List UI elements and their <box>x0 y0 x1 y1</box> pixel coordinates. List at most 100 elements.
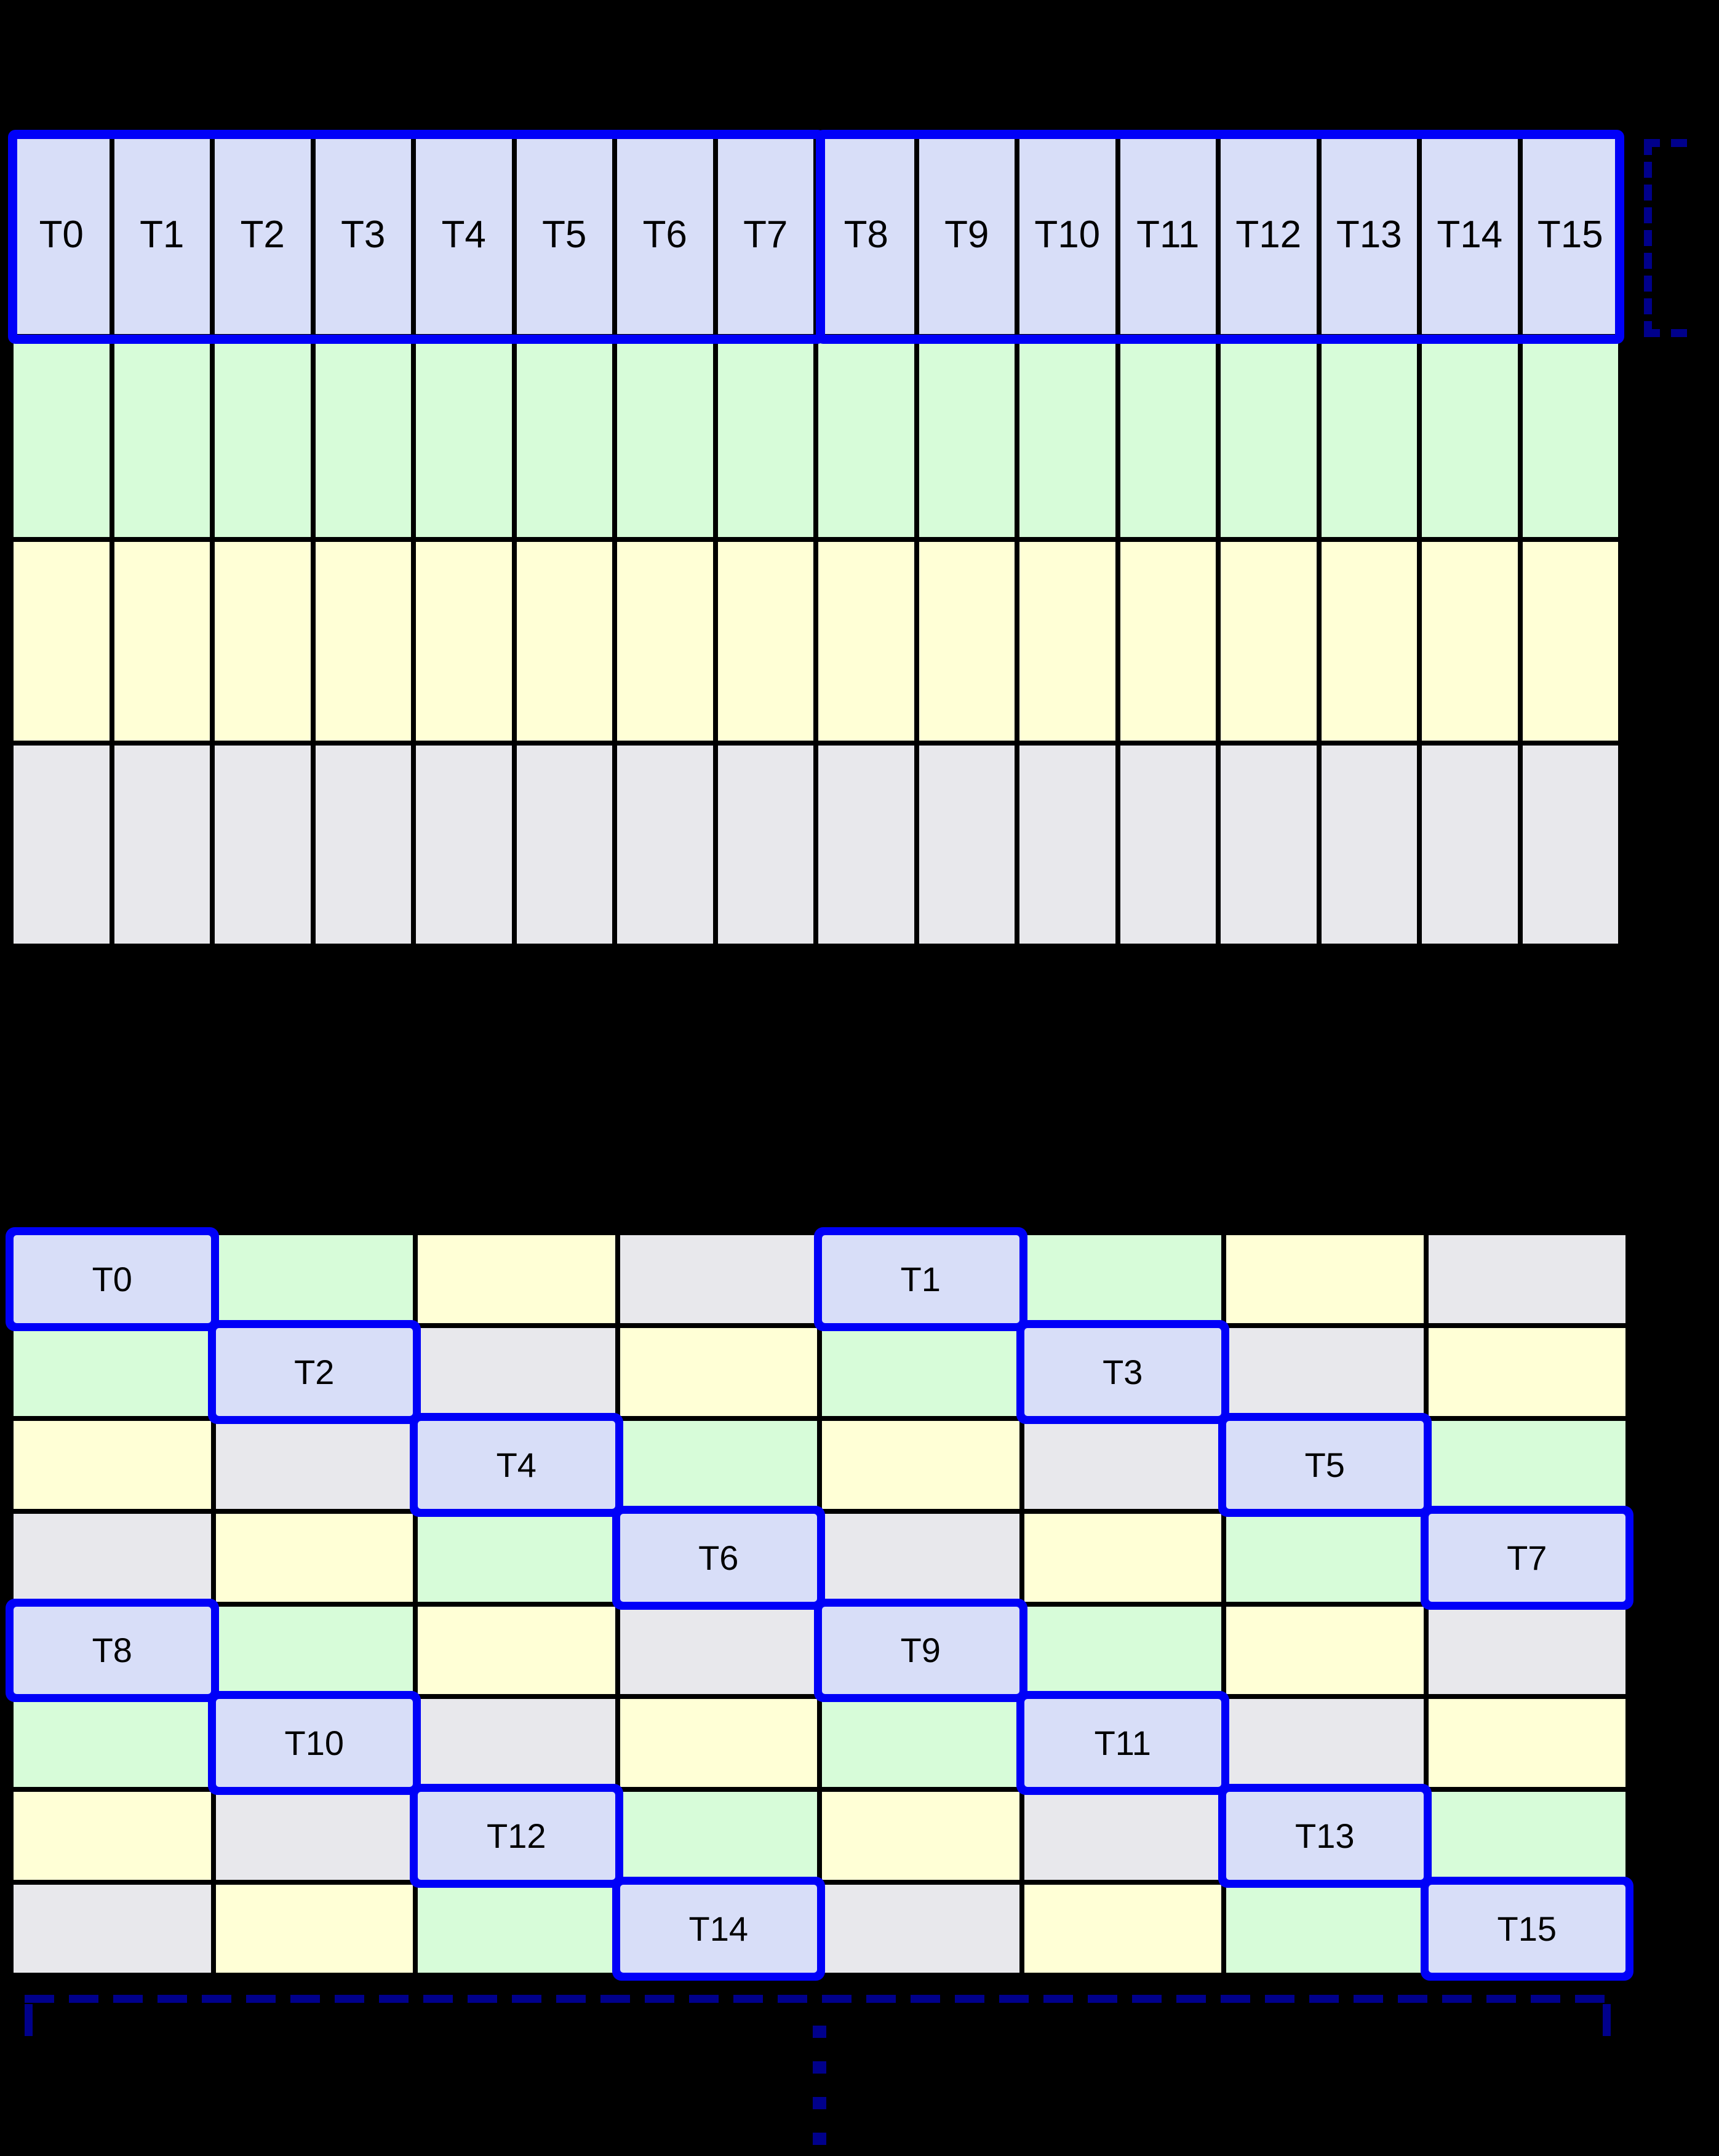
memory-cell-green <box>216 1235 413 1323</box>
memory-cell-yellow <box>416 542 512 741</box>
thread-row-bracket <box>1644 139 1687 337</box>
thread-label: T0 <box>92 1259 132 1299</box>
thread-label: T6 <box>698 1538 738 1578</box>
thread-label: T2 <box>294 1352 334 1392</box>
memory-cell-green <box>822 1699 1019 1787</box>
memory-cell-gray <box>822 1514 1019 1602</box>
thread-cell: T11 <box>1120 135 1216 334</box>
memory-cell-yellow <box>1429 1699 1626 1787</box>
memory-cell-green <box>14 1699 211 1787</box>
memory-cell-green <box>1322 339 1418 538</box>
memory-cell-green <box>215 339 311 538</box>
memory-cell-gray <box>1221 746 1317 944</box>
memory-cell-yellow <box>620 1699 818 1787</box>
memory-cell-green <box>620 1792 818 1880</box>
memory-cell-gray <box>1422 746 1518 944</box>
memory-cell-yellow <box>1429 1328 1626 1416</box>
memory-cell-yellow <box>114 542 210 741</box>
memory-cell-green <box>1226 1885 1424 1973</box>
memory-cell-green <box>517 339 613 538</box>
thread-label: T1 <box>140 213 184 257</box>
memory-cell-gray <box>1523 746 1619 944</box>
thread-cell: T0 <box>14 135 110 334</box>
memory-cell-green <box>718 339 814 538</box>
memory-cell-gray <box>14 746 110 944</box>
memory-cell-gray <box>1024 1421 1222 1509</box>
thread-memory-grid-bottom: T0T1T2T3T4T5T6T7T8T9T10T11T12T13T14T15 <box>9 1230 1630 1978</box>
thread-label: T5 <box>542 213 586 257</box>
memory-cell-gray <box>919 746 1015 944</box>
memory-cell-green <box>617 339 713 538</box>
ellipsis-dot <box>813 2097 826 2109</box>
thread-cell: T3 <box>316 135 412 334</box>
memory-cell-yellow <box>14 542 110 741</box>
thread-label: T3 <box>1103 1352 1143 1392</box>
thread-label: T9 <box>901 1630 941 1670</box>
memory-cell-yellow <box>14 1421 211 1509</box>
thread-cell: T7 <box>718 135 814 334</box>
memory-cell-green <box>216 1607 413 1695</box>
memory-cell-gray <box>517 746 613 944</box>
thread-cell: T1 <box>114 135 210 334</box>
iteration-span-dashed-line <box>25 1995 1611 2003</box>
highlighted-thread-cell: T9 <box>822 1607 1019 1695</box>
memory-cell-gray <box>617 746 713 944</box>
thread-label: T15 <box>1498 1909 1557 1949</box>
memory-cell-yellow <box>14 1792 211 1880</box>
memory-cell-yellow <box>1322 542 1418 741</box>
memory-cell-gray <box>718 746 814 944</box>
thread-cell: T13 <box>1322 135 1418 334</box>
memory-cell-yellow <box>718 542 814 741</box>
memory-cell-green <box>818 339 914 538</box>
memory-cell-green <box>919 339 1015 538</box>
memory-cell-green <box>1024 1607 1222 1695</box>
memory-cell-yellow <box>822 1421 1019 1509</box>
thread-label: T7 <box>1507 1538 1547 1578</box>
thread-label: T4 <box>497 1445 536 1485</box>
memory-cell-yellow <box>418 1607 615 1695</box>
memory-cell-gray <box>818 746 914 944</box>
memory-cell-yellow <box>818 542 914 741</box>
memory-cell-yellow <box>822 1792 1019 1880</box>
memory-cell-gray <box>1226 1328 1424 1416</box>
thread-cell: T6 <box>617 135 713 334</box>
thread-cell: T15 <box>1523 135 1619 334</box>
memory-cell-gray <box>316 746 412 944</box>
memory-cell-gray <box>416 746 512 944</box>
memory-cell-gray <box>418 1328 615 1416</box>
thread-label: T15 <box>1538 213 1603 257</box>
thread-label: T12 <box>487 1816 546 1856</box>
memory-cell-yellow <box>1422 542 1518 741</box>
memory-cell-green <box>316 339 412 538</box>
thread-cell: T9 <box>919 135 1015 334</box>
thread-label: T11 <box>1095 1723 1151 1763</box>
memory-cell-green <box>1221 339 1317 538</box>
ellipsis-dot <box>813 2133 826 2145</box>
memory-cell-gray <box>1120 746 1216 944</box>
memory-cell-yellow <box>1019 542 1115 741</box>
memory-cell-gray <box>822 1885 1019 1973</box>
thread-label: T13 <box>1336 213 1402 257</box>
highlighted-thread-cell: T7 <box>1429 1514 1626 1602</box>
thread-label: T8 <box>92 1630 132 1670</box>
thread-label: T3 <box>341 213 385 257</box>
memory-cell-green <box>114 339 210 538</box>
highlighted-thread-cell: T15 <box>1429 1885 1626 1973</box>
memory-cell-gray <box>216 1421 413 1509</box>
thread-label: T0 <box>39 213 84 257</box>
thread-label: T12 <box>1235 213 1301 257</box>
thread-cell: T10 <box>1019 135 1115 334</box>
memory-cell-gray <box>216 1792 413 1880</box>
thread-label: T14 <box>1437 213 1502 257</box>
memory-cell-green <box>1429 1792 1626 1880</box>
memory-cell-yellow <box>215 542 311 741</box>
memory-cell-gray <box>1019 746 1115 944</box>
thread-label: T13 <box>1295 1816 1355 1856</box>
ellipsis-dot <box>813 2061 826 2074</box>
memory-cell-yellow <box>617 542 713 741</box>
memory-cell-gray <box>14 1514 211 1602</box>
memory-cell-gray <box>1226 1699 1424 1787</box>
memory-cell-green <box>1422 339 1518 538</box>
highlighted-thread-cell: T10 <box>216 1699 413 1787</box>
thread-label: T10 <box>1034 213 1100 257</box>
